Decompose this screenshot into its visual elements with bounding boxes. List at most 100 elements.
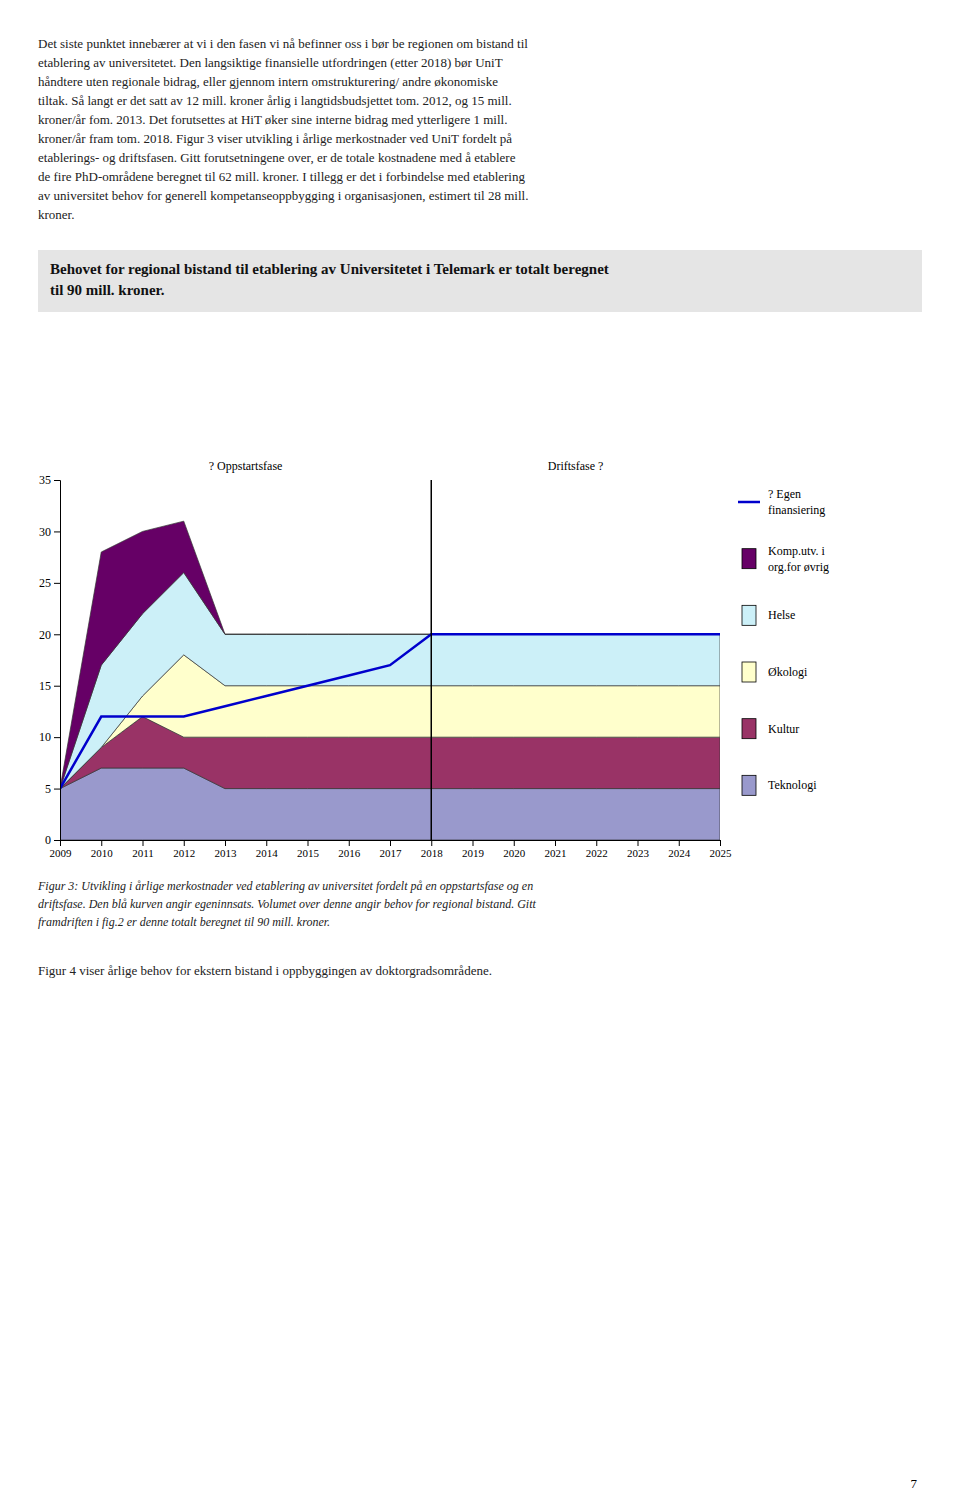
header-text: Behovet for regional bistand til etabler… xyxy=(50,261,609,298)
legend-label: Helse xyxy=(768,608,795,622)
x-tick-mark xyxy=(349,840,350,846)
x-tick: 2013 xyxy=(215,840,238,859)
x-tick-mark xyxy=(431,840,432,846)
y-tick: 30 xyxy=(39,525,60,539)
y-tick-mark xyxy=(54,583,60,584)
y-tick: 10 xyxy=(39,730,60,744)
footer-text: Figur 4 viser årlige behov for ekstern b… xyxy=(38,963,492,978)
y-tick: 35 xyxy=(39,473,60,487)
legend-swatch xyxy=(742,662,756,682)
x-tick: 2022 xyxy=(586,840,608,859)
x-tick: 2012 xyxy=(173,840,195,859)
x-tick-label: 2010 xyxy=(91,847,114,859)
legend-item: Komp.utv. iorg.for øvrig xyxy=(742,544,829,574)
x-axis: 2009 2010 2011 2012 2013 2014 2015 2016 2017 2018… xyxy=(50,840,733,859)
legend-swatch xyxy=(742,549,756,569)
x-tick-label: 2011 xyxy=(132,847,154,859)
x-tick: 2011 xyxy=(132,840,154,859)
x-tick-label: 2018 xyxy=(421,847,444,859)
y-axis: 0 5 10 15 20 25 30 35 xyxy=(39,473,61,847)
legend-swatch xyxy=(742,605,756,625)
y-tick-label: 20 xyxy=(39,628,51,642)
page-number: 7 xyxy=(911,1476,918,1491)
plot-area xyxy=(60,480,720,840)
y-tick-label: 30 xyxy=(39,525,51,539)
phase-label: ? Oppstartsfase xyxy=(209,459,283,473)
y-tick-mark xyxy=(54,840,60,841)
y-tick-mark xyxy=(54,480,60,481)
x-tick: 2024 xyxy=(668,840,691,859)
legend-swatch xyxy=(742,719,756,739)
x-tick-mark xyxy=(514,840,515,846)
y-tick-label: 35 xyxy=(39,473,51,487)
x-tick-mark xyxy=(555,840,556,846)
phase-label: Driftsfase ? xyxy=(548,459,604,473)
chart: 2009201020112012201320142015201620172018… xyxy=(39,459,829,859)
x-tick: 2018 xyxy=(421,840,444,859)
divider-line xyxy=(431,480,433,840)
legend-label: Komp.utv. iorg.for øvrig xyxy=(768,544,829,574)
y-tick-mark xyxy=(54,634,60,635)
x-tick-label: 2020 xyxy=(503,847,526,859)
x-tick-label: 2017 xyxy=(380,847,403,859)
x-tick-mark xyxy=(679,840,680,846)
x-tick-label: 2025 xyxy=(710,847,733,859)
x-tick-label: 2023 xyxy=(627,847,650,859)
legend-item: ? Egenfinansiering xyxy=(738,487,825,517)
header-box xyxy=(38,250,922,312)
legend-item: Teknologi xyxy=(742,775,817,795)
caption: Figur 3: Utvikling i årlige merkostnader… xyxy=(37,879,536,929)
line xyxy=(60,634,720,788)
y-tick-mark xyxy=(54,686,60,687)
x-axis-line xyxy=(61,841,721,847)
body-text: Det siste punktet innebærer at vi i den … xyxy=(38,36,528,222)
y-tick-label: 5 xyxy=(45,782,51,796)
legend-item: Kultur xyxy=(742,719,799,739)
y-tick: 20 xyxy=(39,628,60,642)
x-tick: 2010 xyxy=(91,840,114,859)
x-tick-label: 2013 xyxy=(215,847,238,859)
x-tick-mark xyxy=(473,840,474,846)
legend-label: Teknologi xyxy=(768,778,817,792)
x-tick-label: 2019 xyxy=(462,847,485,859)
y-tick-mark xyxy=(54,789,60,790)
x-tick-label: 2021 xyxy=(545,847,567,859)
y-tick-label: 25 xyxy=(39,576,51,590)
x-tick-mark xyxy=(143,840,144,846)
y-tick: 5 xyxy=(45,782,60,796)
y-tick-mark xyxy=(54,531,60,532)
y-axis-line xyxy=(54,481,61,841)
page: Det siste punktet innebærer at vi i den … xyxy=(0,0,960,1509)
x-tick-label: 2014 xyxy=(256,847,279,859)
y-tick: 0 xyxy=(45,833,60,847)
x-tick-mark xyxy=(184,840,185,846)
legend-label: Kultur xyxy=(768,722,799,736)
x-tick: 2009 xyxy=(50,840,73,859)
legend-item: Økologi xyxy=(742,662,808,682)
x-tick: 2020 xyxy=(503,840,526,859)
x-tick-mark xyxy=(225,840,226,846)
x-tick: 2017 xyxy=(380,840,403,859)
x-tick-mark xyxy=(390,840,391,846)
x-tick-label: 2022 xyxy=(586,847,608,859)
x-tick-mark xyxy=(596,840,597,846)
y-tick: 25 xyxy=(39,576,60,590)
x-tick-mark xyxy=(308,840,309,846)
y-tick-label: 15 xyxy=(39,679,51,693)
legend-label: Økologi xyxy=(768,665,808,679)
legend-label: ? Egenfinansiering xyxy=(768,487,825,517)
legend-item: Helse xyxy=(742,605,795,625)
x-tick-mark xyxy=(101,840,102,846)
y-tick-mark xyxy=(54,737,60,738)
x-tick: 2023 xyxy=(627,840,650,859)
x-tick-label: 2015 xyxy=(297,847,320,859)
legend-swatch xyxy=(742,775,756,795)
x-tick: 2016 xyxy=(338,840,361,859)
y-tick-label: 10 xyxy=(39,730,51,744)
x-tick-label: 2016 xyxy=(338,847,361,859)
x-tick: 2014 xyxy=(256,840,279,859)
y-tick-label: 0 xyxy=(45,833,51,847)
legend: ? Egenfinansiering Komp.utv. iorg.for øvr… xyxy=(738,487,829,795)
legend-swatch xyxy=(738,501,760,504)
x-tick: 2015 xyxy=(297,840,320,859)
